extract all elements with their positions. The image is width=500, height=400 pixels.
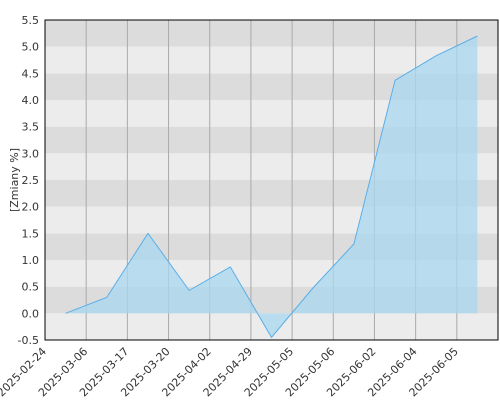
y-tick-label: 2.0 — [22, 201, 40, 214]
grid-band — [45, 20, 498, 47]
y-tick-label: 4.0 — [22, 94, 40, 107]
y-tick-label: 0.5 — [22, 281, 40, 294]
line — [65, 35, 478, 339]
y-tick-label: -0.5 — [18, 334, 39, 347]
y-tick-label: 4.5 — [22, 67, 40, 80]
y-tick-label: 5.5 — [22, 14, 40, 27]
y-tick-label: 0.0 — [22, 307, 40, 320]
y-axis-label: [Zmiany %] — [8, 148, 21, 212]
y-tick-label: 3.0 — [22, 147, 40, 160]
plot-frame — [44, 19, 499, 341]
y-tick-label: 5.0 — [22, 41, 40, 54]
y-tick-label: 2.5 — [22, 174, 40, 187]
y-tick-label: 3.5 — [22, 121, 40, 134]
y-tick-label: 1.5 — [22, 227, 40, 240]
y-tick-label: 1.0 — [22, 254, 40, 267]
